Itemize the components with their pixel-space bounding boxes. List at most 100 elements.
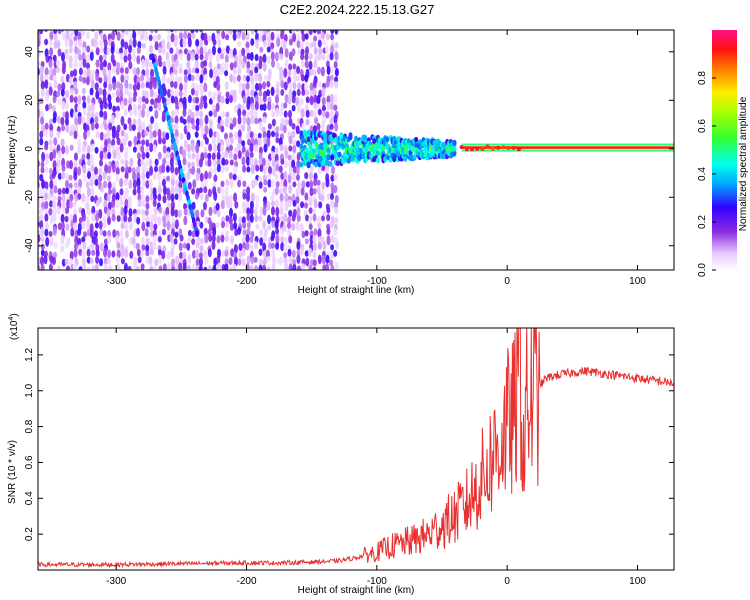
- heatmap-cell: [141, 121, 146, 131]
- snr-frame: [37, 327, 675, 571]
- heatmap-cell: [225, 97, 230, 105]
- heatmap-cell: [61, 145, 66, 155]
- heatmap-cell: [103, 257, 108, 265]
- heatmap-cell: [213, 257, 218, 267]
- heatmap-cell: [115, 96, 120, 103]
- heatmap-cell: [149, 265, 154, 270]
- heatmap-cell: [166, 191, 171, 201]
- heatmap-cell: [187, 236, 192, 244]
- heatmap-cell: [52, 208, 57, 217]
- heatmap-cell: [52, 200, 57, 210]
- heatmap-cell: [65, 206, 70, 214]
- heatmap-cell: [137, 104, 142, 111]
- heatmap-cell: [334, 41, 339, 49]
- heatmap-cell: [284, 262, 289, 270]
- heatmap-cell: [296, 33, 301, 43]
- heatmap-cell: [323, 133, 327, 139]
- heatmap-cell: [325, 263, 330, 270]
- heatmap-cell: [335, 160, 340, 166]
- heatmap-cell: [333, 184, 338, 194]
- heatmap-cell: [86, 220, 91, 230]
- heatmap-cell: [175, 101, 180, 111]
- heatmap-cell: [157, 185, 162, 195]
- heatmap-cell: [304, 230, 309, 237]
- heatmap-cell: [228, 257, 233, 266]
- heatmap-cell: [333, 104, 338, 111]
- heatmap-cell: [145, 139, 150, 147]
- heatmap-cell: [94, 82, 99, 91]
- heatmap-cell: [103, 133, 108, 141]
- heatmap-cell: [40, 161, 45, 169]
- heatmap-cell: [116, 137, 121, 146]
- heatmap-cell: [216, 254, 221, 265]
- heatmap-cell: [199, 88, 204, 96]
- heatmap-cell: [152, 242, 157, 250]
- heatmap-cell: [99, 242, 104, 252]
- heatmap-cell: [313, 102, 318, 110]
- heatmap-cell: [45, 222, 49, 230]
- heatmap-cell: [270, 86, 275, 97]
- heatmap-cell: [280, 80, 285, 89]
- heatmap-cell: [89, 257, 94, 265]
- heatmap-cell: [262, 103, 267, 111]
- heatmap-cell: [238, 216, 243, 225]
- heatmap-cell: [73, 35, 78, 42]
- heatmap-cell: [174, 219, 179, 230]
- heatmap-cell: [217, 122, 221, 130]
- heatmap-cell: [93, 40, 98, 48]
- heatmap-cell: [228, 172, 233, 180]
- heatmap-cell: [332, 132, 337, 139]
- heatmap-cell: [61, 194, 66, 203]
- snr-scale-label: (x104): [8, 313, 20, 340]
- heatmap-cell: [414, 136, 419, 143]
- snr-xlabel: Height of straight line (km): [298, 585, 415, 596]
- heatmap-cell: [69, 193, 74, 202]
- heatmap-cell: [56, 166, 61, 174]
- heatmap-cell: [320, 66, 325, 77]
- heatmap-cell: [64, 258, 69, 265]
- heatmap-cell: [266, 80, 271, 88]
- heatmap-cell: [157, 94, 162, 104]
- heatmap-cell: [137, 185, 141, 195]
- heatmap-cell: [330, 174, 335, 182]
- heatmap-cell: [191, 166, 196, 175]
- heatmap-cell: [232, 32, 237, 41]
- heatmap-cell: [317, 39, 322, 48]
- heatmap-cell: [233, 165, 238, 175]
- heatmap-cell: [207, 188, 212, 198]
- heatmap-cell: [70, 227, 75, 237]
- heatmap-cell: [41, 179, 46, 189]
- heatmap-cell: [102, 230, 107, 237]
- heatmap-cell: [192, 179, 197, 189]
- heatmap-cell: [39, 137, 44, 146]
- heatmap-cell: [329, 110, 334, 120]
- heatmap-cell: [321, 182, 326, 190]
- heatmap-cell: [459, 145, 464, 150]
- heatmap-cell: [316, 186, 321, 195]
- heatmap-cell: [194, 30, 199, 33]
- heatmap-cell: [103, 45, 108, 56]
- heatmap-cell: [186, 143, 191, 153]
- heatmap-cell: [275, 181, 280, 188]
- heatmap-cell: [317, 108, 322, 116]
- heatmap-cell: [242, 229, 247, 236]
- heatmap-cell: [283, 236, 288, 244]
- heatmap-cell: [73, 130, 78, 140]
- heatmap-cell: [250, 61, 255, 71]
- heatmap-cell: [198, 187, 203, 194]
- heatmap-cell: [220, 53, 224, 60]
- heatmap-cell: [216, 164, 221, 173]
- heatmap-cell: [304, 60, 309, 69]
- heatmap-cell: [99, 131, 104, 141]
- heatmap-cell: [44, 95, 49, 102]
- heatmap-cell: [200, 209, 205, 218]
- heatmap-cell: [229, 144, 233, 152]
- heatmap-cell: [60, 116, 65, 126]
- heatmap-cell: [309, 187, 314, 197]
- heatmap-cell: [149, 192, 154, 201]
- heatmap-cell: [208, 234, 213, 243]
- heatmap-cell: [203, 186, 208, 194]
- heatmap-cell: [86, 62, 90, 70]
- heatmap-cell: [208, 90, 213, 98]
